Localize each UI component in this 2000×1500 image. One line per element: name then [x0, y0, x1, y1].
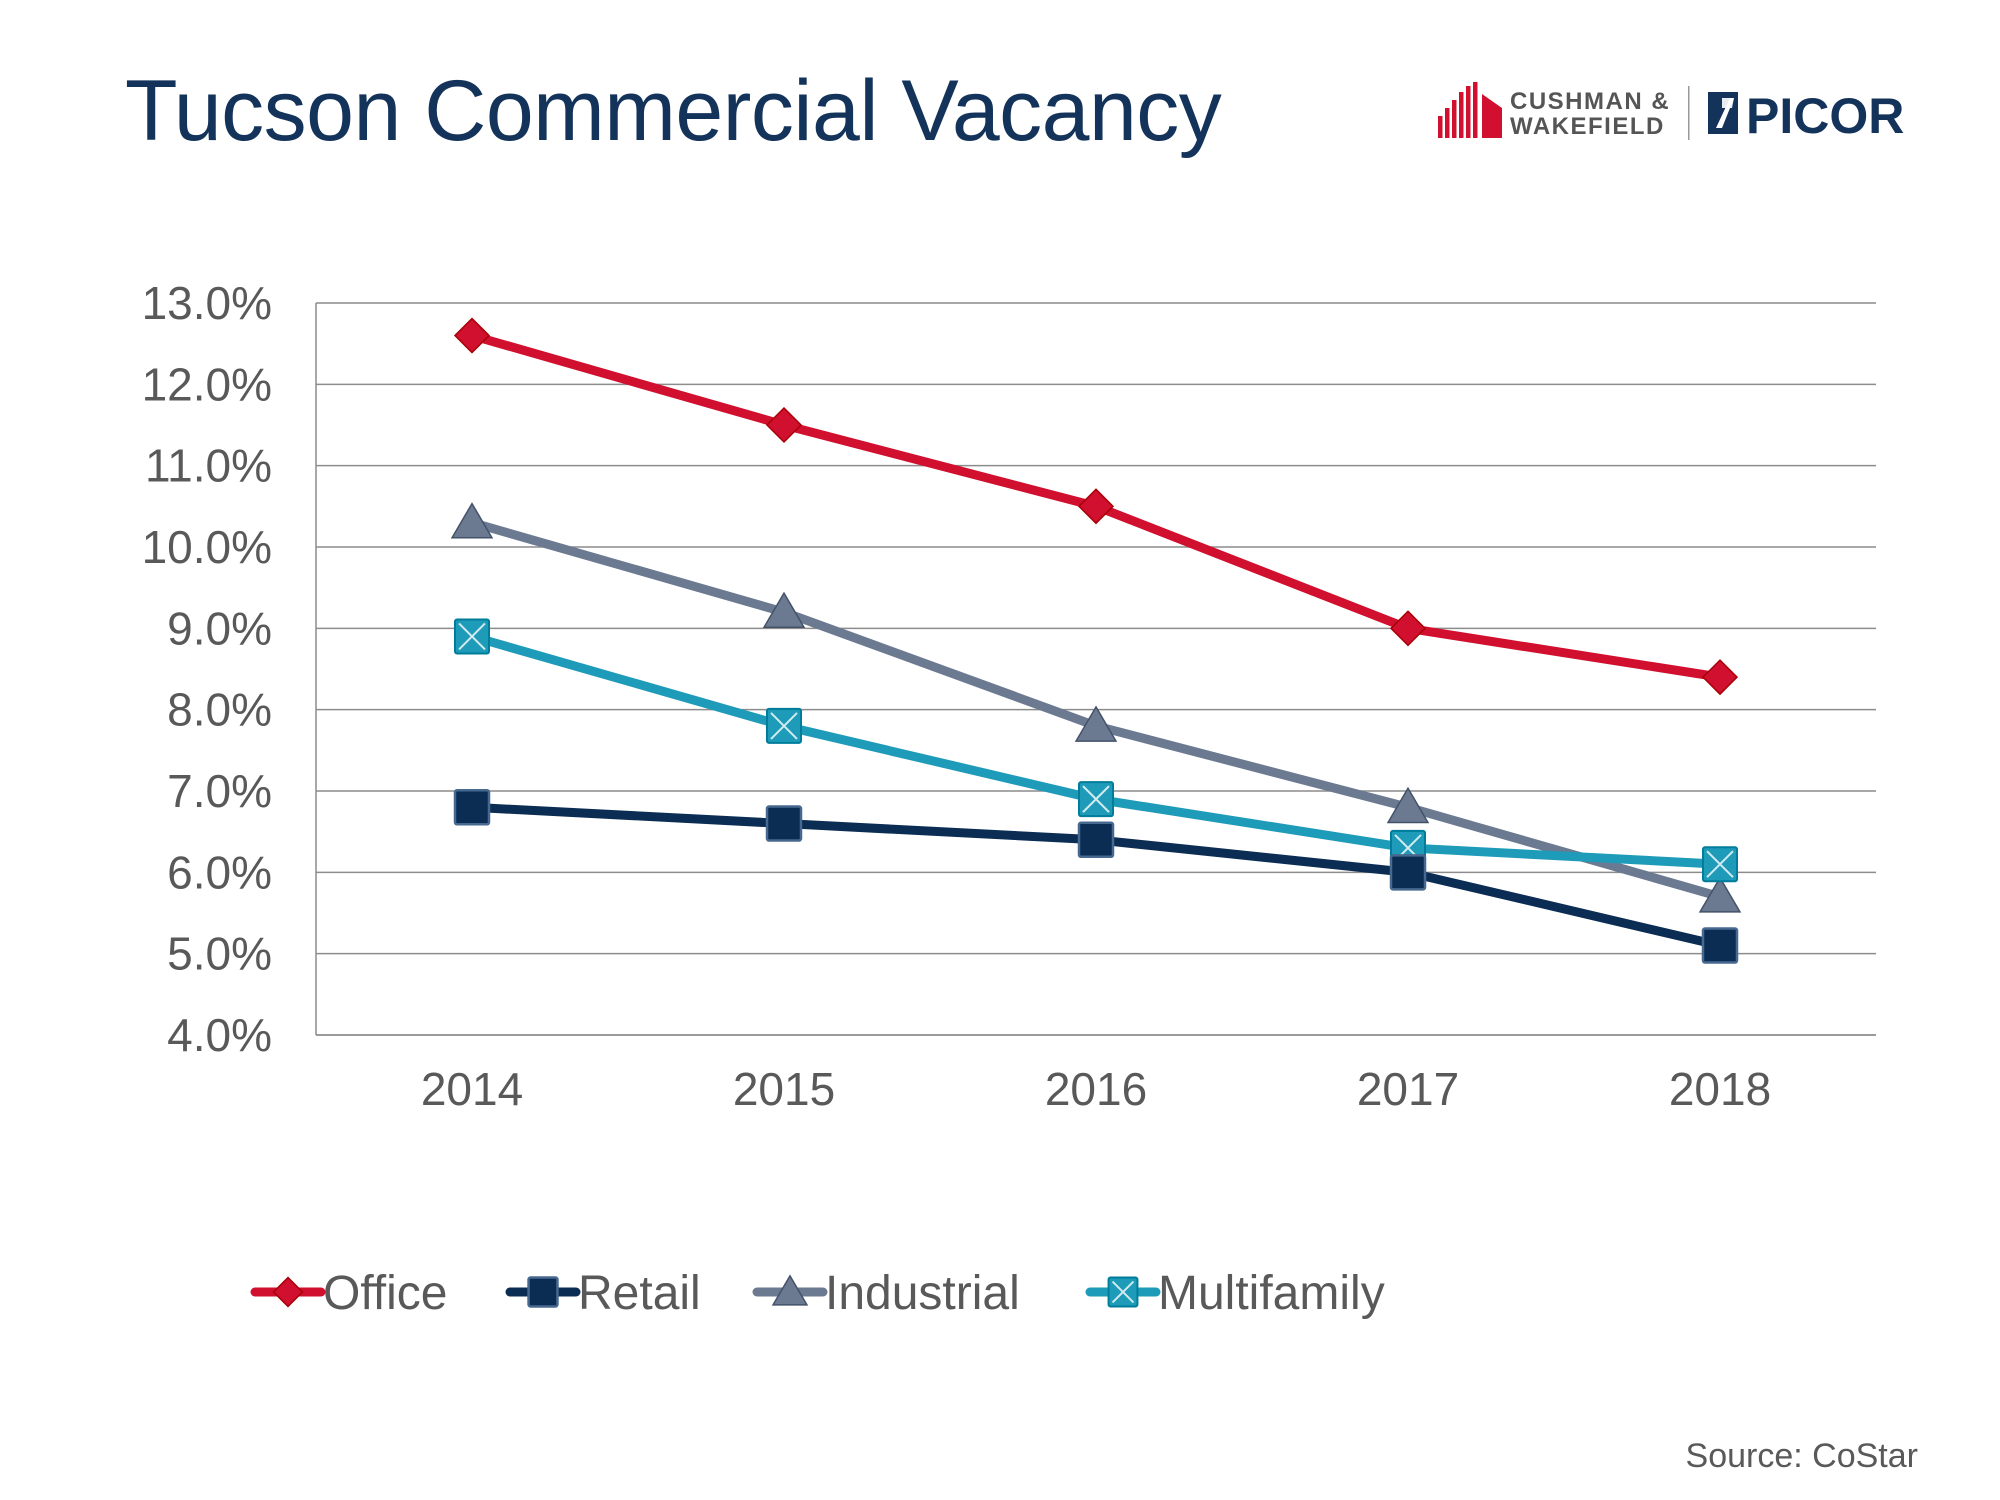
x-axis-ticks: 2014 2015 2016 2017 2018: [421, 1063, 1771, 1115]
legend-item-retail: Retail: [505, 1267, 701, 1320]
x-tick-label: 2017: [1357, 1063, 1459, 1115]
series-marker-cross: [770, 712, 798, 740]
chart-axes: [315, 303, 1876, 1036]
series-marker: [1074, 705, 1118, 742]
legend-label: Multifamily: [1158, 1267, 1385, 1320]
logo-bar: [1438, 116, 1443, 138]
series-marker: [1698, 876, 1742, 913]
grid-lines: [316, 302, 1876, 955]
logo-line-2: WAKEFIELD: [1510, 113, 1665, 140]
legend-label: Industrial: [825, 1267, 1020, 1320]
series-marker: [527, 1276, 559, 1308]
logo-bar: [1452, 100, 1457, 138]
series-marker-cross: [1082, 785, 1110, 813]
picor-mark-icon: [1708, 92, 1738, 134]
y-tick-label: 5.0%: [167, 928, 272, 980]
x-tick-label: 2014: [421, 1063, 523, 1115]
y-tick-label: 11.0%: [145, 440, 272, 492]
x-tick-label: 2018: [1669, 1063, 1771, 1115]
y-tick-label: 6.0%: [167, 846, 272, 898]
series-marker: [765, 805, 803, 842]
y-tick-label: 12.0%: [142, 358, 272, 410]
series-marker: [765, 406, 803, 444]
series-marker: [450, 502, 494, 539]
logo-brand: PICOR: [1746, 88, 1904, 144]
series-marker: [1386, 786, 1430, 824]
y-tick-label: 10.0%: [142, 521, 272, 573]
legend-item-industrial: Industrial: [752, 1267, 1020, 1320]
logo-divider: [1688, 86, 1690, 140]
y-tick-label: 9.0%: [167, 602, 272, 654]
series-marker: [1701, 659, 1739, 696]
chart-legend: Office Retail Industrial Multifamily: [250, 1267, 1385, 1320]
y-axis-ticks: 4.0% 5.0% 6.0% 7.0% 8.0% 9.0% 10.0% 11.0% 12.0% 1…: [142, 277, 272, 1061]
y-tick-label: 8.0%: [167, 684, 272, 736]
series-marker: [762, 591, 806, 629]
x-tick-label: 2016: [1045, 1063, 1147, 1115]
page-title: Tucson Commercial Vacancy: [125, 63, 1222, 159]
series-marker: [1077, 488, 1115, 525]
legend-item-multifamily: Multifamily: [1085, 1267, 1385, 1320]
series-marker: [1701, 927, 1739, 964]
y-tick-label: 4.0%: [167, 1009, 272, 1061]
cushman-wakefield-building-icon: [1438, 82, 1502, 138]
logo-bar: [1473, 82, 1478, 138]
y-tick-label: 7.0%: [167, 765, 272, 817]
legend-label: Office: [323, 1267, 448, 1320]
x-tick-label: 2015: [733, 1063, 835, 1115]
series-marker: [771, 1274, 809, 1306]
series-lines: [450, 317, 1742, 964]
series-marker: [1077, 821, 1115, 859]
logo-bar: [1459, 92, 1464, 138]
company-logo: CUSHMAN & WAKEFIELD PICOR: [1430, 78, 1930, 148]
logo-bar: [1466, 86, 1471, 138]
y-tick-label: 13.0%: [142, 277, 272, 329]
series-marker-cross: [458, 622, 486, 651]
series-marker: [453, 317, 491, 354]
source-note: Source: CoStar: [1685, 1437, 1918, 1475]
logo-bar: [1482, 94, 1502, 138]
series-industrial: [450, 502, 1742, 913]
legend-label: Retail: [578, 1267, 701, 1320]
logo-bar: [1445, 108, 1450, 138]
logo-line-1: CUSHMAN &: [1510, 88, 1670, 115]
series-marker: [1389, 854, 1427, 891]
series-retail: [453, 789, 1739, 964]
series-marker-cross: [1706, 850, 1734, 878]
series-office: [453, 317, 1739, 696]
series-marker: [453, 789, 491, 826]
series-marker: [1389, 610, 1427, 647]
series-marker-cross: [1111, 1280, 1135, 1304]
legend-item-office: Office: [250, 1267, 448, 1320]
series-marker: [272, 1276, 304, 1308]
